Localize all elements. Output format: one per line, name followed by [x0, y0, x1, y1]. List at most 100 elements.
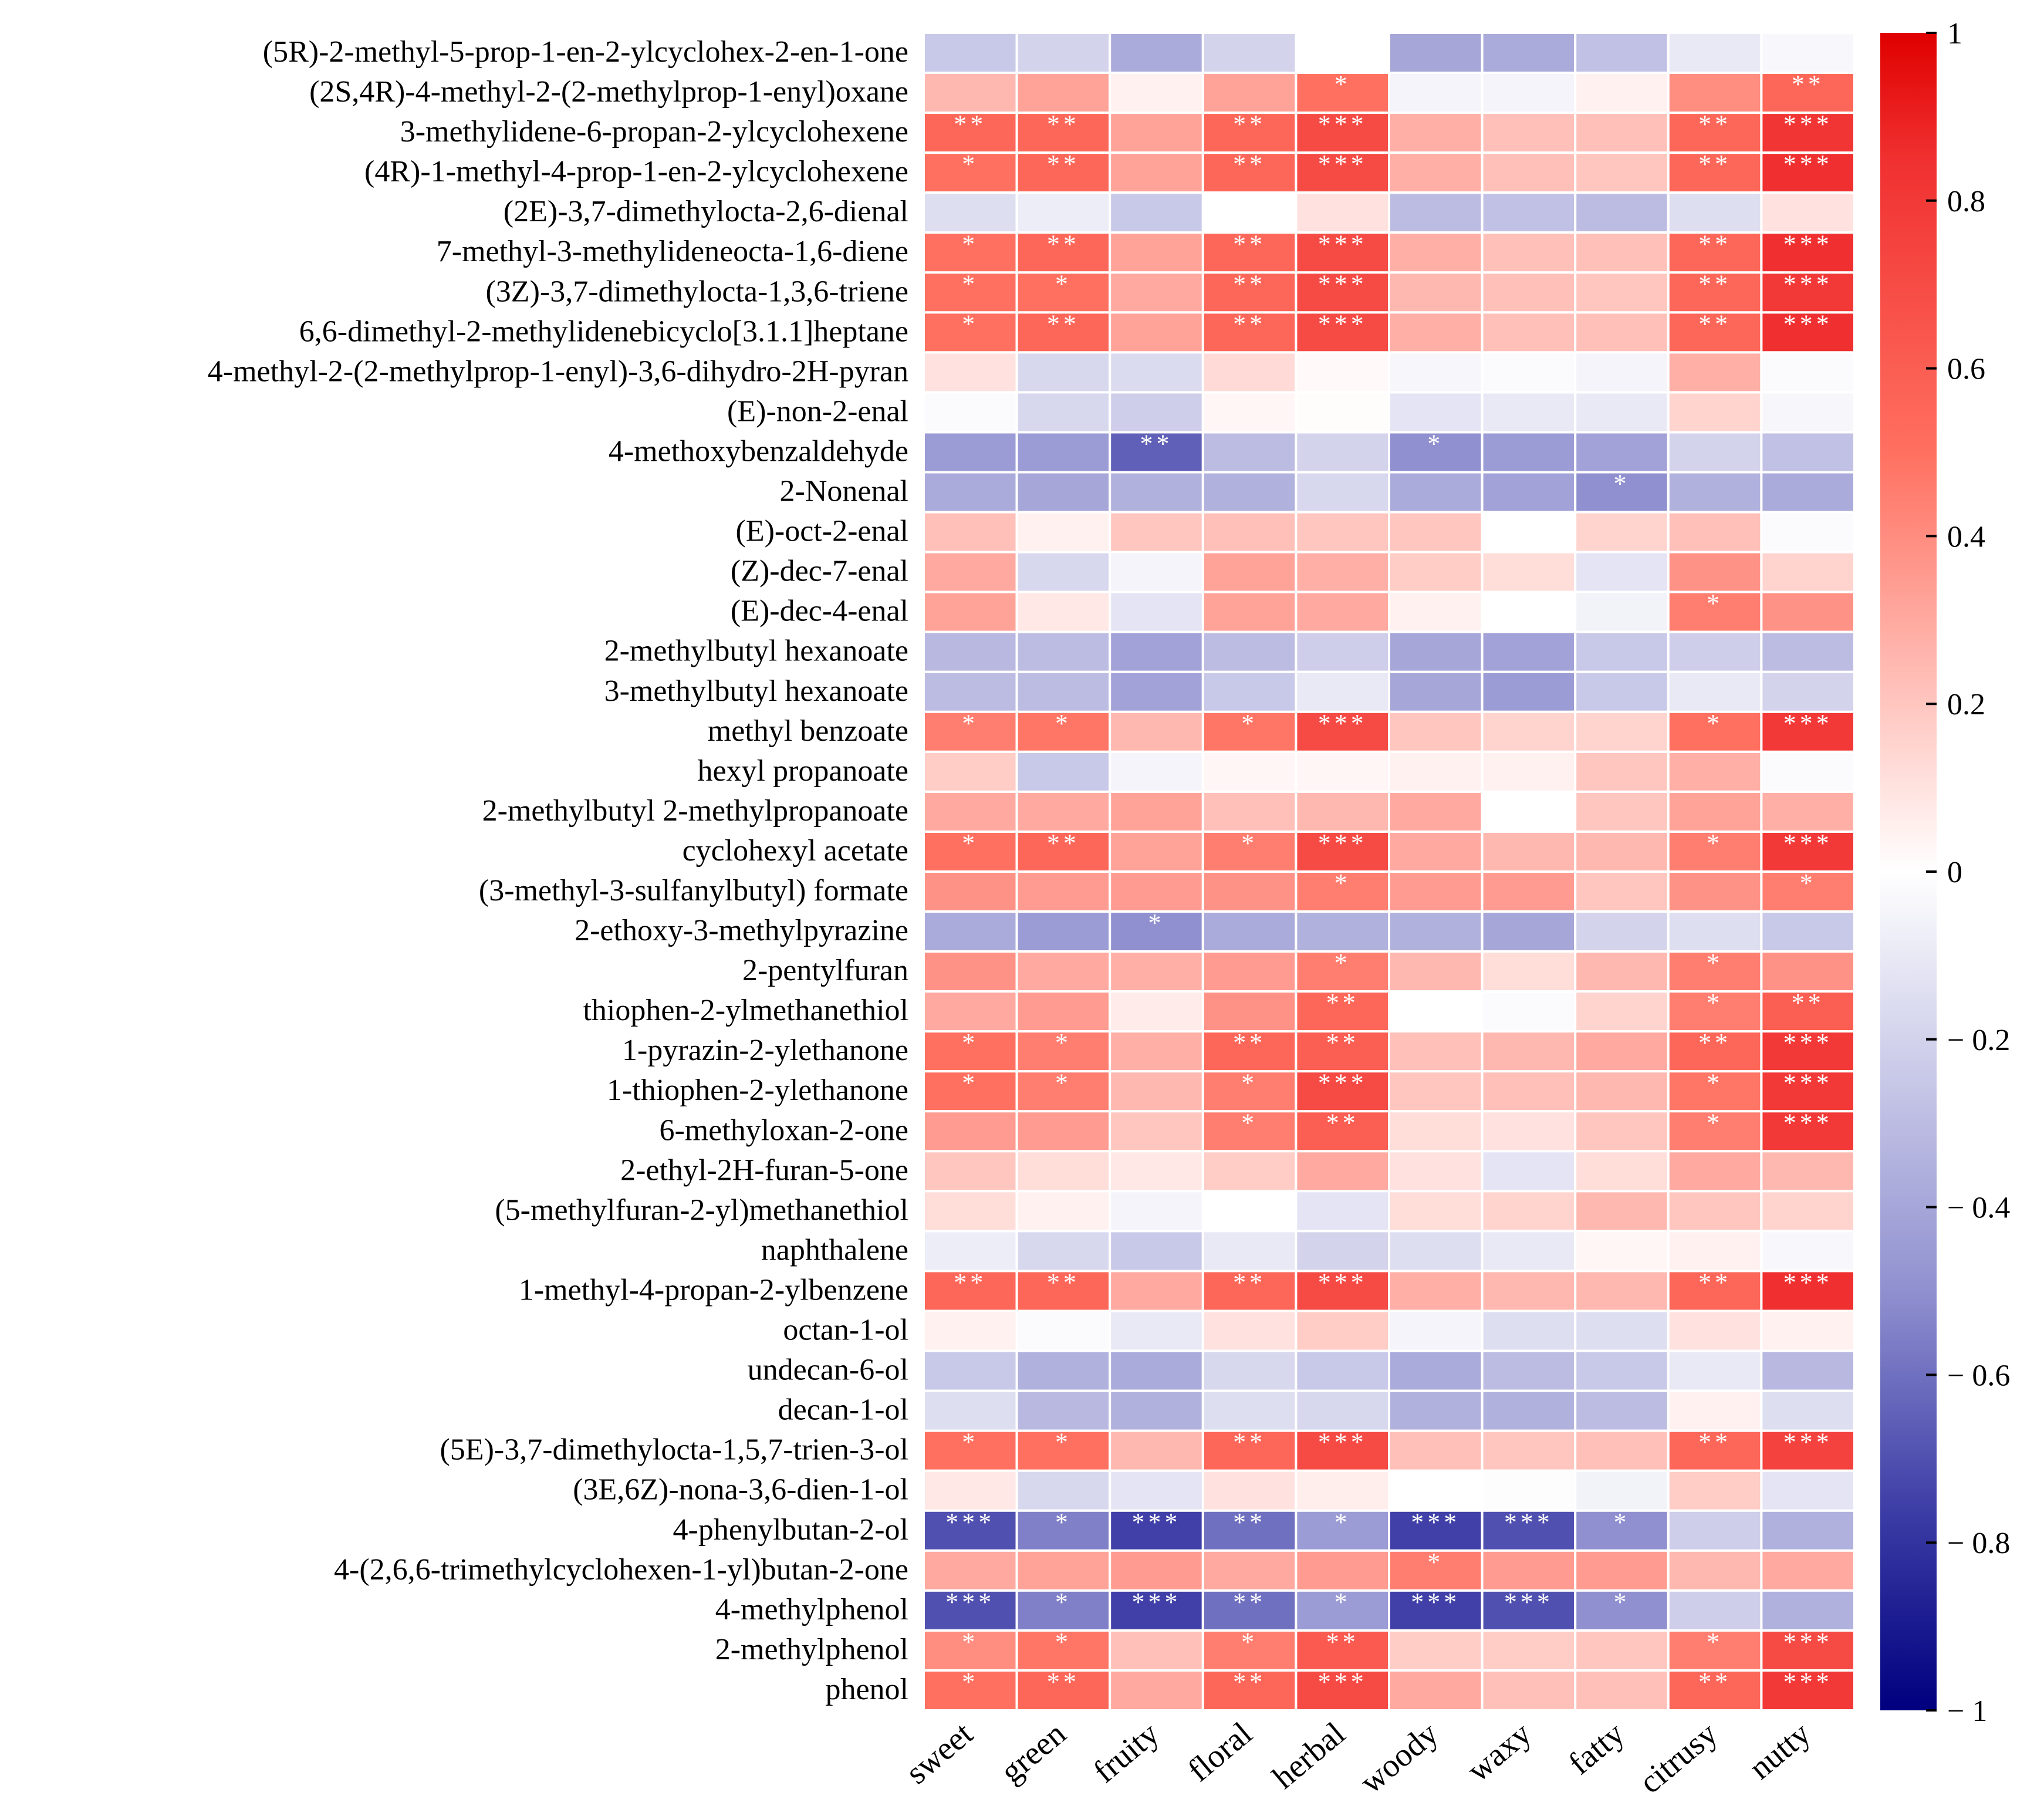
heatmap-cell — [923, 32, 1018, 75]
significance-mark: * — [1707, 829, 1723, 858]
heatmap-cell — [1481, 1030, 1577, 1073]
significance-mark: ** — [1047, 229, 1080, 258]
heatmap-cell — [1295, 1190, 1390, 1233]
heatmap-cell — [1667, 1589, 1763, 1632]
heatmap-cell — [1201, 950, 1298, 993]
heatmap-cell — [1201, 1669, 1298, 1712]
heatmap-cell — [1015, 590, 1111, 633]
heatmap-cell — [1109, 830, 1204, 873]
heatmap-cell — [1295, 112, 1390, 154]
heatmap-cell — [1015, 471, 1111, 514]
heatmap-cell — [1295, 471, 1390, 514]
heatmap-cell — [1481, 551, 1577, 593]
heatmap-cell — [1201, 471, 1298, 514]
heatmap-cell — [1109, 1589, 1204, 1632]
heatmap-cell — [1667, 1030, 1763, 1073]
heatmap-cell — [1481, 1190, 1577, 1233]
heatmap-cell — [1295, 151, 1390, 194]
heatmap-cell — [1201, 271, 1298, 314]
heatmap-cell — [1574, 910, 1670, 953]
significance-mark: *** — [1318, 269, 1367, 298]
significance-mark: ** — [1233, 269, 1266, 298]
heatmap-cell — [1481, 112, 1577, 154]
heatmap-cell — [1015, 1309, 1111, 1352]
significance-mark: ** — [1233, 110, 1266, 139]
significance-mark: *** — [1318, 1268, 1367, 1297]
heatmap-cell — [923, 1469, 1018, 1512]
heatmap-cell — [1574, 1669, 1670, 1712]
heatmap-cell — [1388, 1190, 1484, 1233]
heatmap-cell — [1295, 1230, 1390, 1272]
heatmap-cell — [1388, 870, 1484, 913]
colorbar-tick-label: 1 — [1947, 17, 1962, 50]
heatmap-cell — [1574, 870, 1670, 913]
heatmap-cell — [1201, 590, 1298, 633]
significance-mark: * — [1148, 909, 1165, 937]
significance-mark: *** — [1783, 829, 1833, 858]
heatmap-cell — [1574, 151, 1670, 194]
heatmap-cell — [923, 271, 1018, 314]
heatmap-cell — [1760, 1669, 1856, 1712]
significance-mark: *** — [1783, 1268, 1833, 1297]
heatmap-cell — [1295, 32, 1390, 75]
heatmap-cell — [923, 1389, 1018, 1432]
significance-mark: *** — [1783, 150, 1833, 178]
heatmap-cell — [1760, 1429, 1856, 1472]
row-label: 2-methylbutyl hexanoate — [604, 634, 908, 668]
row-label: 2-pentylfuran — [742, 954, 908, 987]
heatmap-cell — [1201, 391, 1298, 434]
heatmap-cell — [1388, 790, 1484, 833]
heatmap-cell — [1574, 311, 1670, 354]
significance-mark: ** — [1233, 150, 1266, 178]
significance-mark: * — [1055, 709, 1072, 738]
heatmap-cell — [1481, 710, 1577, 753]
heatmap-cell — [1667, 1230, 1763, 1272]
heatmap-cell — [1388, 670, 1484, 713]
row-label: 7-methyl-3-methylideneocta-1,6-diene — [437, 235, 908, 268]
colorbar-tick-label: 0.8 — [1947, 185, 1985, 218]
heatmap-cell — [1388, 1230, 1484, 1272]
significance-mark: *** — [1783, 1028, 1833, 1057]
column-label: green — [994, 1715, 1073, 1790]
heatmap-cell — [923, 910, 1018, 953]
heatmap-cell — [1574, 950, 1670, 993]
row-label: 4-phenylbutan-2-ol — [673, 1513, 908, 1547]
heatmap-cell — [1574, 112, 1670, 154]
heatmap-cell — [1015, 431, 1111, 474]
heatmap-cell — [1295, 191, 1390, 234]
heatmap-cell — [923, 511, 1018, 553]
heatmap-cell — [1760, 950, 1856, 993]
significance-mark: * — [962, 1668, 978, 1696]
heatmap-cell — [1015, 1549, 1111, 1592]
heatmap-cell — [1481, 431, 1577, 474]
significance-mark: ** — [1047, 110, 1080, 139]
heatmap-cell — [1201, 1469, 1298, 1512]
heatmap-cell — [1015, 1389, 1111, 1432]
heatmap-cell — [1295, 1589, 1390, 1632]
heatmap-cell — [923, 750, 1018, 793]
heatmap-cell — [1388, 1270, 1484, 1312]
significance-mark: * — [1241, 829, 1258, 858]
row-label: (2S,4R)-4-methyl-2-(2-methylprop-1-enyl)… — [309, 75, 908, 109]
heatmap-cell — [1667, 1309, 1763, 1352]
heatmap-cell — [1109, 471, 1204, 514]
heatmap-cell — [1574, 1270, 1670, 1312]
heatmap-cell — [1760, 1389, 1856, 1432]
heatmap-cell — [1015, 191, 1111, 234]
heatmap-cell — [1015, 1070, 1111, 1113]
significance-mark: * — [1334, 70, 1351, 99]
heatmap-cell — [1388, 1349, 1484, 1392]
heatmap-cell — [923, 870, 1018, 913]
heatmap-cell — [1760, 1270, 1856, 1312]
heatmap-cell — [1201, 670, 1298, 713]
row-label: (E)-non-2-enal — [727, 394, 908, 428]
heatmap-cell — [923, 590, 1018, 633]
heatmap-cell — [1667, 1389, 1763, 1432]
heatmap-cell — [1015, 910, 1111, 953]
heatmap-cell — [1201, 1230, 1298, 1272]
heatmap-cell — [1388, 1469, 1484, 1512]
heatmap-cell — [1388, 551, 1484, 593]
heatmap-cell — [1667, 1150, 1763, 1193]
heatmap-cell — [1481, 830, 1577, 873]
significance-mark: * — [962, 1628, 978, 1656]
